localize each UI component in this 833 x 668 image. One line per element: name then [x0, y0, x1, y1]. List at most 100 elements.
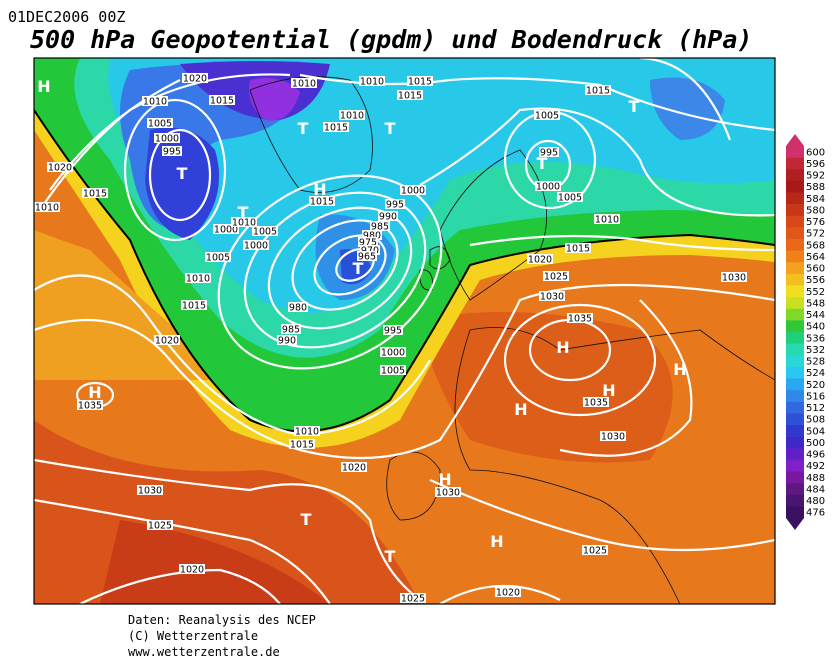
- isobar-label: 1015: [566, 244, 590, 255]
- isobar-label: 1015: [586, 86, 610, 97]
- colorbar-tick-label: 588: [806, 182, 825, 193]
- isobar-label: 1010: [186, 274, 210, 285]
- isobar-label: 1005: [558, 193, 582, 204]
- isobar-label-box: [400, 185, 426, 195]
- isobar-label-box: [534, 110, 560, 120]
- isobar-label: 1010: [595, 215, 619, 226]
- colorbar-tick-label: 580: [806, 205, 825, 216]
- isobar-label-box: [397, 90, 423, 100]
- pressure-center: H: [602, 381, 615, 400]
- isobar-label-box: [147, 118, 173, 128]
- pressure-center: T: [238, 203, 249, 222]
- colorbar-segment: [786, 459, 804, 472]
- colorbar-segment: [786, 343, 804, 356]
- colorbar-segment: [786, 448, 804, 461]
- colorbar-tick-label: 592: [806, 171, 825, 182]
- isobar-label-box: [557, 192, 583, 202]
- isobar-label: 1005: [148, 119, 172, 130]
- isobar-label-box: [594, 214, 620, 224]
- isobar-label-box: [582, 545, 608, 555]
- isobar-label: 1015: [398, 91, 422, 102]
- coastline: [386, 451, 441, 521]
- isobar-label-box: [185, 273, 211, 283]
- isobar-label-box: [383, 325, 403, 335]
- coastline: [439, 149, 548, 301]
- isobar-label: 1035: [584, 398, 608, 409]
- colorbar-tick-label: 500: [806, 438, 825, 449]
- isobar-label-box: [539, 147, 559, 157]
- isobar-label: 975: [359, 238, 377, 249]
- isobar-label: 1015: [290, 440, 314, 451]
- colorbar-tick-label: 568: [806, 240, 825, 251]
- isobar-label-box: [435, 487, 461, 497]
- colorbar-tick-label: 584: [806, 194, 825, 205]
- isobar-label-box: [359, 76, 385, 86]
- colorbar-tick-label: 564: [806, 252, 825, 263]
- isobar-label: 1000: [155, 134, 179, 145]
- isobar-label: 1010: [360, 77, 384, 88]
- isobar-label-box: [205, 252, 231, 262]
- isobar-label: 995: [384, 326, 402, 337]
- isobar-label-box: [137, 485, 163, 495]
- pressure-center: T: [629, 97, 640, 116]
- isobar-label: 1035: [568, 314, 592, 325]
- isobar-label-box: [181, 300, 207, 310]
- isobar-label-box: [370, 221, 390, 231]
- isobar-label-box: [380, 347, 406, 357]
- isobar-label: 1015: [408, 77, 432, 88]
- isobar-label: 1010: [35, 203, 59, 214]
- isobar-label-box: [341, 462, 367, 472]
- map-title: 500 hPa Geopotential (gpdm) und Bodendru…: [30, 25, 752, 54]
- isobar-label: 1020: [342, 463, 366, 474]
- colorbar-tick-label: 484: [806, 484, 825, 495]
- colorbar-segment: [786, 390, 804, 403]
- colorbar-tick-label: 540: [806, 322, 825, 333]
- colorbar-tick-label: 496: [806, 450, 825, 461]
- coastlines: [249, 76, 775, 604]
- isobar-label: 1015: [210, 96, 234, 107]
- colorbar-tick-label: 532: [806, 345, 825, 356]
- isobar-label-box: [539, 291, 565, 301]
- colorbar-tick-label: 512: [806, 403, 825, 414]
- isobar-label-box: [527, 254, 553, 264]
- colorbar-segment: [786, 285, 804, 298]
- pressure-center: H: [88, 383, 101, 402]
- colorbar-segment: [786, 320, 804, 333]
- colorbar-segment: [786, 204, 804, 217]
- isobar-label-box: [182, 73, 208, 83]
- isobar-label-box: [385, 199, 405, 209]
- isobar-label-box: [535, 181, 561, 191]
- colorbar-tick-label: 556: [806, 275, 825, 286]
- colorbar: 6005965925885845805765725685645605565525…: [786, 134, 825, 530]
- isobar-label-box: [277, 335, 297, 345]
- isobar-label-box: [358, 237, 378, 247]
- pressure-center: H: [37, 77, 50, 96]
- isobar-label: 1020: [528, 255, 552, 266]
- colorbar-arrow-top: [786, 134, 804, 146]
- isobar-label-box: [231, 217, 257, 227]
- isobar-label: 1005: [206, 253, 230, 264]
- isobar-label-box: [378, 211, 398, 221]
- isobar-label-box: [243, 240, 269, 250]
- isobar-label: 1020: [48, 163, 72, 174]
- isobar-label: 1025: [583, 546, 607, 557]
- isobar-label: 1030: [722, 273, 746, 284]
- isobar-label-box: [82, 188, 108, 198]
- colorbar-segment: [786, 273, 804, 286]
- pressure-center: T: [537, 154, 548, 173]
- colorbar-tick-label: 576: [806, 217, 825, 228]
- pressure-center: T: [301, 510, 312, 529]
- colorbar-tick-label: 552: [806, 287, 825, 298]
- colorbar-tick-label: 596: [806, 159, 825, 170]
- isobar-label: 995: [540, 148, 558, 159]
- isobar-label-box: [323, 122, 349, 132]
- isobar-label-box: [357, 251, 377, 261]
- colorbar-tick-label: 488: [806, 473, 825, 484]
- isobar-label-box: [543, 271, 569, 281]
- isobar-label-box: [147, 520, 173, 530]
- isobar-label-box: [34, 202, 60, 212]
- isobar-label: 1000: [381, 348, 405, 359]
